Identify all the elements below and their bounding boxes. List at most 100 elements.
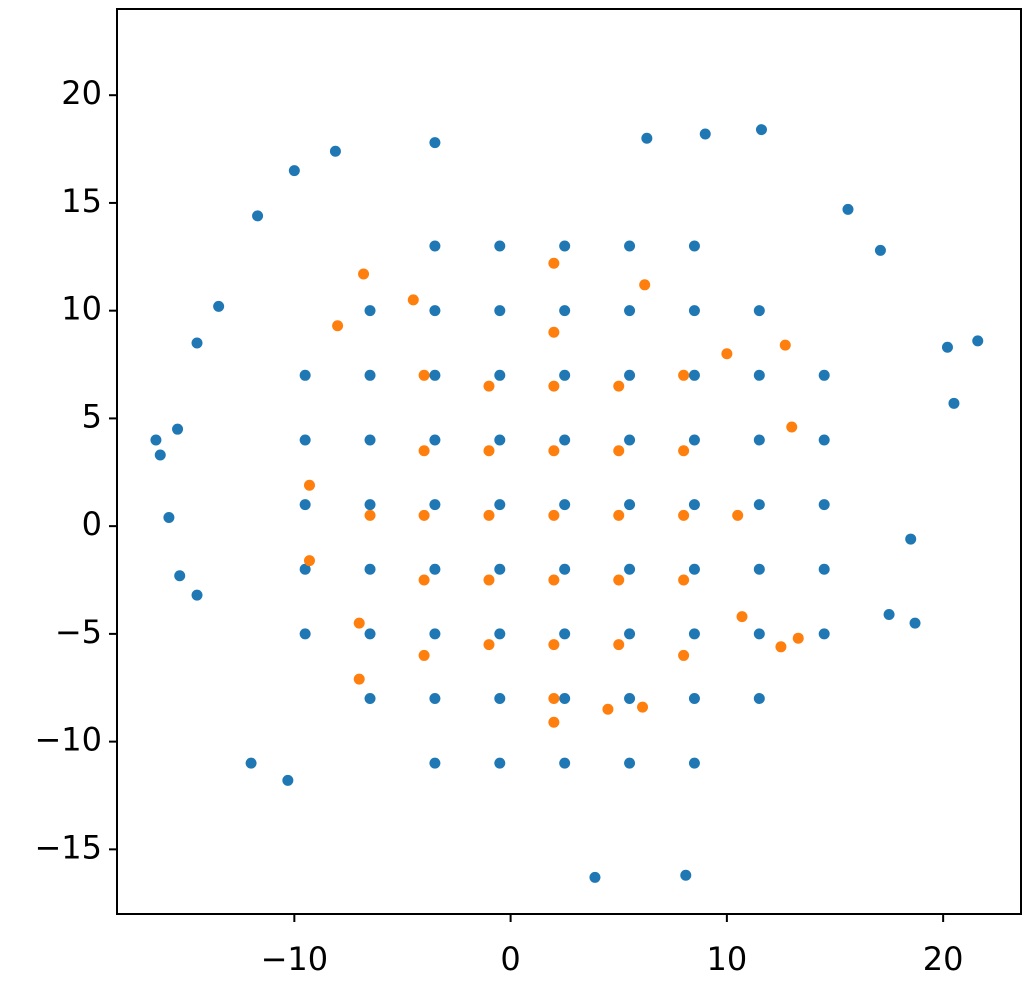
point	[680, 869, 692, 881]
point	[559, 757, 571, 769]
point	[418, 649, 430, 661]
point	[613, 639, 625, 651]
point	[418, 369, 430, 381]
point	[753, 369, 765, 381]
point	[753, 628, 765, 640]
point	[624, 628, 636, 640]
point	[548, 326, 560, 338]
point	[429, 499, 441, 511]
point	[252, 210, 264, 222]
point	[548, 716, 560, 728]
point	[624, 240, 636, 252]
point	[736, 611, 748, 623]
point	[559, 240, 571, 252]
point	[150, 434, 162, 446]
point	[688, 240, 700, 252]
point	[559, 499, 571, 511]
point	[792, 632, 804, 644]
point	[494, 305, 506, 317]
point	[688, 305, 700, 317]
point	[429, 757, 441, 769]
point	[589, 871, 601, 883]
point	[303, 555, 315, 567]
point	[353, 673, 365, 685]
point	[548, 257, 560, 269]
y-tick-label: 20	[61, 74, 102, 112]
point	[364, 499, 376, 511]
point	[172, 423, 184, 435]
point	[688, 563, 700, 575]
point	[174, 570, 186, 582]
point	[559, 563, 571, 575]
y-tick-label: −10	[34, 721, 102, 759]
point	[753, 434, 765, 446]
point	[559, 434, 571, 446]
point	[753, 305, 765, 317]
point	[624, 499, 636, 511]
point	[753, 563, 765, 575]
x-tick-label: 10	[707, 940, 748, 978]
point	[948, 397, 960, 409]
point	[613, 445, 625, 457]
point	[786, 421, 798, 433]
point	[332, 320, 344, 332]
point	[418, 445, 430, 457]
point	[613, 574, 625, 586]
y-tick-label: 10	[61, 290, 102, 328]
point	[688, 757, 700, 769]
point	[429, 563, 441, 575]
point	[303, 479, 315, 491]
point	[678, 649, 690, 661]
point	[842, 203, 854, 215]
point	[732, 509, 744, 521]
point	[494, 434, 506, 446]
x-tick-label: −10	[261, 940, 329, 978]
point	[548, 639, 560, 651]
point	[678, 445, 690, 457]
point	[624, 693, 636, 705]
point	[191, 589, 203, 601]
point	[905, 533, 917, 545]
point	[874, 244, 886, 256]
point	[941, 341, 953, 353]
point	[641, 132, 653, 144]
point	[299, 563, 311, 575]
point	[548, 574, 560, 586]
point	[779, 339, 791, 351]
point	[329, 145, 341, 157]
point	[299, 434, 311, 446]
point	[364, 305, 376, 317]
point	[624, 434, 636, 446]
point	[364, 434, 376, 446]
point	[299, 628, 311, 640]
point	[364, 369, 376, 381]
point	[559, 369, 571, 381]
point	[364, 693, 376, 705]
x-tick-label: 20	[923, 940, 964, 978]
point	[494, 563, 506, 575]
point	[678, 369, 690, 381]
point	[559, 628, 571, 640]
point	[721, 348, 733, 360]
point	[548, 445, 560, 457]
point	[624, 563, 636, 575]
point	[753, 499, 765, 511]
point	[154, 449, 166, 461]
y-tick-label: 15	[61, 182, 102, 220]
point	[429, 369, 441, 381]
point	[688, 434, 700, 446]
point	[548, 380, 560, 392]
x-tick-label: 0	[500, 940, 520, 978]
point	[775, 641, 787, 653]
point	[818, 434, 830, 446]
point	[753, 693, 765, 705]
point	[637, 701, 649, 713]
point	[483, 445, 495, 457]
point	[429, 693, 441, 705]
point	[494, 628, 506, 640]
point	[494, 499, 506, 511]
point	[624, 305, 636, 317]
point	[299, 499, 311, 511]
point	[548, 693, 560, 705]
